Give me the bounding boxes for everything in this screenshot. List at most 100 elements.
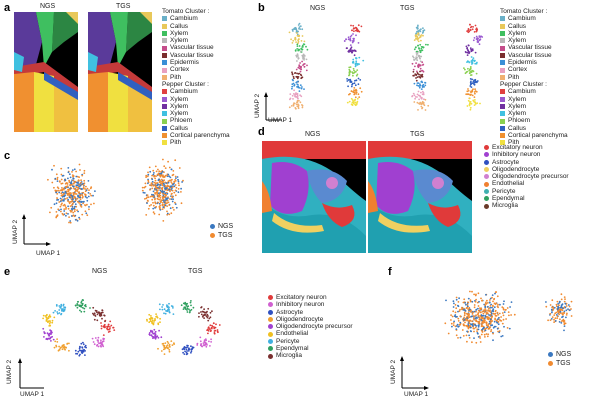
umap-point [80,300,83,303]
pepper-legend-swatch [162,118,167,124]
umap-point [299,66,302,69]
umap-point [74,193,76,195]
umap-point [168,213,171,216]
umap-point [452,324,455,327]
pepper-b-legend-item: Cortical parenchyma [500,132,598,139]
panel-f-legend-swatch [548,361,553,366]
umap-point [84,204,87,207]
tomato-legend-swatch [162,31,167,37]
umap-point [165,345,168,348]
umap-point [489,299,491,301]
umap-point [64,306,66,308]
umap-point [93,202,95,205]
pepper-b-legend-label: Cambium [508,88,536,96]
umap-point [354,57,357,59]
umap-point [166,199,169,202]
umap-point [565,314,568,316]
umap-point [467,327,470,330]
umap-point [556,300,559,303]
umap-point [79,181,82,184]
umap-point [349,66,352,68]
umap-point [297,104,300,107]
umap-point [53,164,55,167]
umap-point [70,192,72,195]
umap-point [295,28,298,31]
umap-point [301,44,304,47]
umap-point [61,195,64,198]
pepper-b-legend-item: Xylem [500,96,598,103]
umap-point [82,349,85,352]
tomato-b-legend-item: Xylem [500,30,598,37]
umap-point [353,82,356,85]
umap-point [182,308,185,310]
umap-point [168,166,171,169]
umap-point [81,350,84,353]
umap-point [103,326,106,329]
umap-point [354,84,357,87]
umap-point [71,198,74,200]
umap-point [485,301,487,304]
umap-point [69,176,72,179]
umap-point [57,349,60,352]
umap-point [570,300,573,303]
panel-e-ylabel: UMAP 2 [6,359,13,384]
umap-point [485,321,488,324]
umap-point [355,103,358,106]
umap-point [419,95,422,98]
umap-point [473,306,476,309]
umap-point [55,216,58,219]
umap-point [180,304,183,307]
umap-point [295,103,298,106]
tomato-legend-swatch [162,45,167,51]
panel-c-xlabel: UMAP 1 [36,250,61,257]
umap-point [64,198,67,200]
umap-point [148,321,151,324]
umap-point [83,172,86,174]
panel-e-legend-swatch [268,338,273,344]
tomato-legend-label: Vascular tissue [170,51,214,59]
umap-point [508,314,510,317]
umap-point [146,175,149,178]
umap-point [418,86,421,89]
panel-e-title-ngs: NGS [92,268,108,275]
umap-point [157,173,160,176]
umap-point [75,186,77,188]
panel-e-legend-item: Oligodendrocyte [268,316,353,323]
pepper-legend-swatch [162,125,167,131]
umap-point [494,314,497,317]
tomato-b-legend-item: Xylem [500,37,598,44]
umap-point [465,334,468,337]
umap-point [172,307,174,309]
umap-point [489,309,491,312]
panel-e-legend-swatch [268,324,273,330]
umap-point [453,302,455,305]
pepper-b-legend-label: Cortical parenchyma [508,132,568,140]
umap-point [469,290,471,293]
tomato-legend-label: Cambium [170,15,198,23]
umap-point [468,320,471,323]
umap-point [469,85,472,87]
umap-point [146,194,149,196]
umap-point [354,79,356,82]
umap-point [159,198,161,201]
umap-point [459,315,462,318]
umap-point [163,165,166,168]
umap-point [350,24,352,27]
umap-point [472,311,474,314]
umap-point [417,44,419,47]
umap-point [494,292,496,295]
umap-point [509,306,511,308]
umap-point [560,312,562,314]
umap-point [76,209,78,212]
umap-point [154,177,157,180]
umap-point [60,309,63,312]
umap-point [157,201,160,204]
umap-point [294,49,297,52]
panel-d-legend-item: Inhibitory neuron [484,151,569,158]
umap-point [80,201,82,204]
umap-point [420,91,422,94]
umap-point [196,342,199,345]
tomato-legend-item: Cortex [162,66,252,73]
umap-point [354,103,356,106]
umap-point [59,347,62,349]
